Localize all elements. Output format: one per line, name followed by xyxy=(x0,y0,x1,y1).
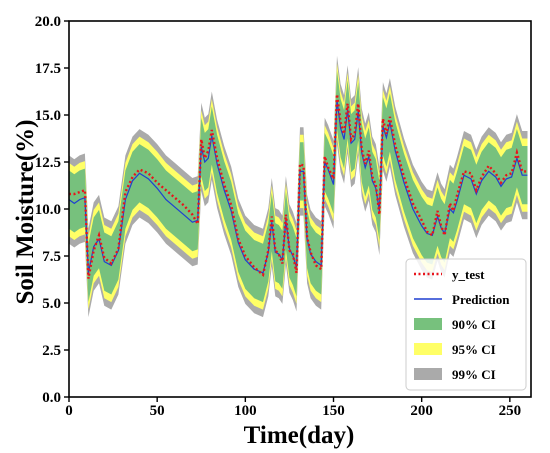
legend-label-99-ci: 99% CI xyxy=(452,367,496,382)
x-tick-label: 150 xyxy=(322,403,345,419)
legend-box xyxy=(405,258,527,391)
legend: y_test Prediction 90% CI 95% CI 99% CI xyxy=(405,258,527,391)
series-line-y-test xyxy=(69,94,528,279)
band-ci95 xyxy=(69,63,528,310)
y-tick-label: 10.0 xyxy=(35,202,61,218)
y-axis-ticks: 0.0 2.5 5.0 7.5 10.0 12.5 15.0 17.5 20.0 xyxy=(35,14,69,406)
y-tick-label: 5.0 xyxy=(42,296,61,312)
x-tick-label: 100 xyxy=(234,403,257,419)
series-lines xyxy=(68,94,528,279)
y-axis-title: Soil Moisture(%) xyxy=(12,120,39,305)
y-tick-label: 20.0 xyxy=(35,14,61,30)
y-tick-label: 15.0 xyxy=(35,108,61,124)
y-tick-label: 17.5 xyxy=(35,61,61,77)
x-tick-label: 50 xyxy=(150,403,165,419)
y-tick-label: 7.5 xyxy=(42,249,61,265)
x-tick-label: 200 xyxy=(410,403,433,419)
y-tick-label: 12.5 xyxy=(35,155,61,171)
legend-label-95-ci: 95% CI xyxy=(452,342,496,357)
y-tick-label: 0.0 xyxy=(42,390,61,406)
legend-swatch-90-ci xyxy=(414,318,442,330)
x-axis-title: Time(day) xyxy=(244,422,355,449)
legend-label-y-test: y_test xyxy=(452,267,485,282)
legend-swatch-95-ci xyxy=(414,343,442,355)
y-tick-label: 2.5 xyxy=(42,343,61,359)
legend-label-prediction: Prediction xyxy=(452,292,510,307)
band-ci90 xyxy=(69,70,528,303)
x-tick-label: 250 xyxy=(499,403,522,419)
legend-label-90-ci: 90% CI xyxy=(452,317,496,332)
legend-swatch-99-ci xyxy=(414,368,442,380)
confidence-bands xyxy=(69,55,528,318)
x-tick-label: 0 xyxy=(65,403,73,419)
x-axis-ticks: 0 50 100 150 200 250 xyxy=(65,397,521,419)
